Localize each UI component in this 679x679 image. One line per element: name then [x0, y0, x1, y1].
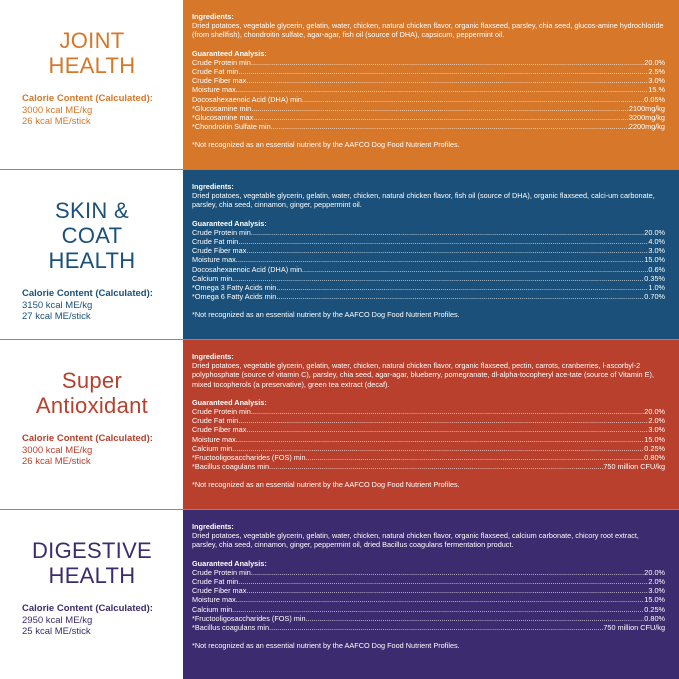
- dot-leader: [269, 462, 603, 471]
- footnote: *Not recognized as an essential nutrient…: [192, 310, 460, 320]
- analysis-row: Crude Fat min2.0%: [192, 577, 665, 586]
- ingredients-text: Dried potatoes, vegetable glycerin, gela…: [192, 361, 654, 389]
- analysis-row: Moisture max15.0%: [192, 255, 665, 264]
- guaranteed-analysis: Crude Protein min20.0%Crude Fat min2.0%C…: [192, 407, 665, 471]
- analysis-row: Crude Protein min20.0%: [192, 228, 665, 237]
- analysis-row: Crude Fat min2.5%: [192, 67, 665, 76]
- section-digestive-health: DIGESTIVE HEALTH Calorie Content (Calcula…: [0, 510, 679, 679]
- nutrition-details: Ingredients: Dried potatoes, vegetable g…: [183, 340, 679, 509]
- dot-leader: [238, 577, 648, 586]
- dot-leader: [276, 283, 648, 292]
- analysis-row: *Bacillus coagulans min750 million CFU/k…: [192, 462, 665, 471]
- guaranteed-analysis: Crude Protein min20.0%Crude Fat min2.0%C…: [192, 568, 665, 632]
- dot-leader: [232, 605, 644, 614]
- calorie-content: Calorie Content (Calculated): 3150 kcal M…: [22, 288, 153, 322]
- dot-leader: [306, 453, 645, 462]
- dot-leader: [251, 104, 629, 113]
- dot-leader: [238, 237, 648, 246]
- product-title: SKIN & COAT HEALTH: [48, 198, 136, 273]
- analysis-row: *Fructooligosaccharides (FOS) min0.80%: [192, 614, 665, 623]
- footnote: *Not recognized as an essential nutrient…: [192, 140, 460, 150]
- product-title: Super Antioxidant: [35, 368, 149, 418]
- analysis-row: Moisture max15.0%: [192, 435, 665, 444]
- ingredients-text: Dried potatoes, vegetable glycerin, gela…: [192, 21, 664, 40]
- analysis-row: Calcium min0.35%: [192, 274, 665, 283]
- nutrition-details: Ingredients: Dried potatoes, vegetable g…: [183, 170, 679, 339]
- calorie-content: Calorie Content (Calculated): 3000 kcal M…: [22, 433, 153, 467]
- analysis-row: Crude Fiber max3.0%: [192, 425, 665, 434]
- dot-leader: [253, 113, 629, 122]
- section-joint-health: JOINT HEALTH Calorie Content (Calculated)…: [0, 0, 679, 170]
- analysis-row: Docosahexaenoic Acid (DHA) min0.05%: [192, 95, 665, 104]
- analysis-row: *Bacillus coagulans min750 million CFU/k…: [192, 623, 665, 632]
- dot-leader: [236, 435, 645, 444]
- dot-leader: [238, 67, 648, 76]
- ingredients-text: Dried potatoes, vegetable glycerin, gela…: [192, 531, 639, 550]
- product-title: DIGESTIVE HEALTH: [31, 538, 153, 588]
- nutrition-details: Ingredients: Dried potatoes, vegetable g…: [183, 0, 679, 169]
- analysis-row: *Omega 3 Fatty Acids min1.0%: [192, 283, 665, 292]
- product-info: SKIN & COAT HEALTH Calorie Content (Calcu…: [0, 170, 183, 339]
- analysis-row: Crude Protein min20.0%: [192, 568, 665, 577]
- dot-leader: [271, 122, 629, 131]
- dot-leader: [236, 595, 645, 604]
- dot-leader: [269, 623, 603, 632]
- product-title: JOINT HEALTH: [48, 28, 136, 78]
- analysis-row: Crude Fat min2.0%: [192, 416, 665, 425]
- dot-leader: [236, 255, 645, 264]
- dot-leader: [246, 586, 648, 595]
- section-super-antioxidant: Super Antioxidant Calorie Content (Calcul…: [0, 340, 679, 510]
- analysis-row: Crude Fiber max3.0%: [192, 586, 665, 595]
- product-info: DIGESTIVE HEALTH Calorie Content (Calcula…: [0, 510, 183, 679]
- dot-leader: [232, 444, 644, 453]
- dot-leader: [246, 76, 648, 85]
- guaranteed-analysis: Crude Protein min20.0%Crude Fat min4.0%C…: [192, 228, 665, 302]
- dot-leader: [276, 292, 644, 301]
- analysis-row: *Omega 6 Fatty Acids min0.70%: [192, 292, 665, 301]
- analysis-row: *Chondroitin Sulfate min2200mg/kg: [192, 122, 665, 131]
- dot-leader: [232, 274, 644, 283]
- analysis-row: Crude Protein min20.0%: [192, 407, 665, 416]
- analysis-row: Moisture max15.%: [192, 85, 665, 94]
- ingredients-text: Dried potatoes, vegetable glycerin, gela…: [192, 191, 655, 210]
- footnote: *Not recognized as an essential nutrient…: [192, 480, 460, 490]
- guaranteed-analysis: Crude Protein min20.0%Crude Fat min2.5%C…: [192, 58, 665, 132]
- dot-leader: [251, 568, 644, 577]
- dot-leader: [302, 265, 648, 274]
- dot-leader: [238, 416, 648, 425]
- analysis-row: *Glucosamine min2100mg/kg: [192, 104, 665, 113]
- dot-leader: [251, 228, 644, 237]
- analysis-row: Calcium min0.25%: [192, 444, 665, 453]
- analysis-row: Crude Fat min4.0%: [192, 237, 665, 246]
- analysis-row: Docosahexaenoic Acid (DHA) min0.6%: [192, 265, 665, 274]
- analysis-row: Moisture max15.0%: [192, 595, 665, 604]
- analysis-row: Crude Fiber max3.0%: [192, 246, 665, 255]
- dot-leader: [251, 58, 644, 67]
- dot-leader: [302, 95, 644, 104]
- analysis-row: Calcium min0.25%: [192, 605, 665, 614]
- dot-leader: [236, 85, 649, 94]
- dot-leader: [306, 614, 645, 623]
- analysis-row: *Glucosamine max3200mg/kg: [192, 113, 665, 122]
- dot-leader: [251, 407, 644, 416]
- nutrition-details: Ingredients: Dried potatoes, vegetable g…: [183, 510, 679, 679]
- section-skin-coat-health: SKIN & COAT HEALTH Calorie Content (Calcu…: [0, 170, 679, 340]
- footnote: *Not recognized as an essential nutrient…: [192, 641, 460, 651]
- dot-leader: [246, 425, 648, 434]
- analysis-row: Crude Protein min20.0%: [192, 58, 665, 67]
- calorie-content: Calorie Content (Calculated): 3000 kcal M…: [22, 93, 153, 127]
- analysis-row: Crude Fiber max3.0%: [192, 76, 665, 85]
- product-info: JOINT HEALTH Calorie Content (Calculated)…: [0, 0, 183, 169]
- calorie-content: Calorie Content (Calculated): 2950 kcal M…: [22, 603, 153, 637]
- dot-leader: [246, 246, 648, 255]
- analysis-row: *Fructooligosaccharides (FOS) min0.80%: [192, 453, 665, 462]
- product-info: Super Antioxidant Calorie Content (Calcul…: [0, 340, 183, 509]
